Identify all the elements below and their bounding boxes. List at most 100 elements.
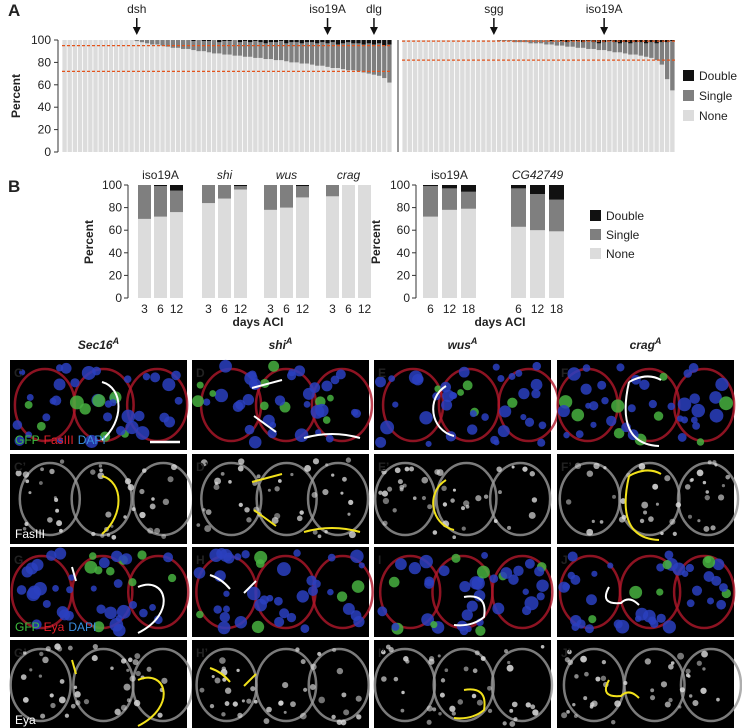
stain-speck <box>111 534 117 540</box>
x-tick-label: 18 <box>462 302 476 316</box>
stain-speck <box>440 678 446 683</box>
nucleus <box>327 553 336 562</box>
nucleus <box>358 562 365 569</box>
stain-speck <box>638 463 646 470</box>
x-tick-label: 3 <box>267 302 274 316</box>
bar-segment <box>211 40 217 54</box>
bar-segment <box>268 59 273 152</box>
channel-name: GFP <box>15 620 40 634</box>
nucleus <box>104 606 117 620</box>
micrograph: H <box>192 547 374 637</box>
bar-segment <box>119 40 124 152</box>
bar-segment <box>461 185 476 192</box>
stain-speck <box>283 710 287 714</box>
gfp-cell <box>209 390 217 397</box>
stain-speck <box>15 470 22 477</box>
bar-segment <box>423 40 428 152</box>
stain-speck <box>356 714 362 720</box>
bar-segment <box>596 50 602 152</box>
nucleus <box>590 421 597 428</box>
bar-segment <box>491 40 497 152</box>
channel-label: GFP FasIII DAPI <box>15 433 106 447</box>
nucleus <box>408 562 421 575</box>
stain-speck <box>412 496 417 500</box>
nucleus <box>677 433 687 442</box>
y-tick-label: 80 <box>397 201 411 215</box>
bar-segment <box>460 40 465 152</box>
stain-speck <box>525 702 531 708</box>
stain-speck <box>336 719 343 725</box>
nucleus <box>704 556 712 564</box>
bar-segment <box>511 185 526 189</box>
channel-label: FasIII <box>15 527 45 541</box>
stain-speck <box>496 466 502 473</box>
stain-speck <box>572 702 576 707</box>
stain-speck <box>511 701 518 708</box>
bar-segment <box>628 40 633 44</box>
gfp-cell <box>217 621 231 635</box>
stain-speck <box>381 649 386 655</box>
gfp-cell <box>336 591 348 602</box>
nucleus <box>120 553 133 565</box>
stain-speck <box>716 697 720 702</box>
bar-segment <box>612 52 617 152</box>
bar-segment <box>154 185 167 187</box>
bar-segment <box>253 41 258 58</box>
nucleus <box>677 397 692 412</box>
stain-speck <box>668 663 674 670</box>
legend-swatch <box>590 229 601 240</box>
annotation: sgg <box>484 2 503 16</box>
nucleus <box>56 437 64 444</box>
bar-segment <box>222 54 227 153</box>
nucleus <box>597 380 607 390</box>
stain-speck <box>331 714 336 720</box>
nucleus <box>497 425 510 438</box>
stain-speck <box>509 708 514 713</box>
bar-segment <box>218 185 231 199</box>
bar-segment <box>284 43 289 62</box>
bar-segment <box>309 42 315 65</box>
bar-segment <box>232 55 237 152</box>
nucleus <box>395 558 407 571</box>
stain-speck <box>438 711 442 716</box>
nucleus <box>466 600 478 612</box>
gfp-cell <box>46 550 57 561</box>
stain-speck <box>612 494 616 499</box>
nucleus <box>451 553 461 563</box>
column-superscript: A <box>112 336 120 346</box>
nucleus <box>531 389 541 399</box>
bar-segment <box>299 63 304 152</box>
stain-speck <box>59 459 65 464</box>
bar-segment <box>335 68 341 152</box>
membrane-stain <box>200 461 263 537</box>
bar-segment <box>649 57 654 152</box>
stain-speck <box>49 468 55 475</box>
bar-segment <box>191 40 196 42</box>
bar-segment <box>304 42 310 64</box>
x-tick-label: 12 <box>234 302 248 316</box>
nucleus <box>214 388 229 403</box>
gfp-cell <box>462 380 473 391</box>
nucleus <box>567 367 581 381</box>
micrograph: D’ <box>192 454 370 544</box>
nucleus <box>102 412 113 422</box>
nucleus <box>419 554 433 569</box>
nucleus <box>716 599 727 610</box>
bar-segment <box>237 42 243 56</box>
nucleus <box>255 559 265 568</box>
bar-segment <box>586 41 591 49</box>
stain-speck <box>55 508 60 513</box>
nucleus <box>656 588 664 596</box>
bar-segment <box>165 46 170 152</box>
bar-segment <box>222 40 227 42</box>
bar-segment <box>387 44 392 83</box>
bar-segment <box>217 53 222 152</box>
stain-speck <box>421 495 427 501</box>
gfp-cell <box>591 570 598 577</box>
stain-speck <box>146 666 152 672</box>
stain-speck <box>483 494 489 499</box>
bar-segment <box>596 43 602 51</box>
nucleus <box>128 578 137 587</box>
stain-speck <box>702 480 707 485</box>
